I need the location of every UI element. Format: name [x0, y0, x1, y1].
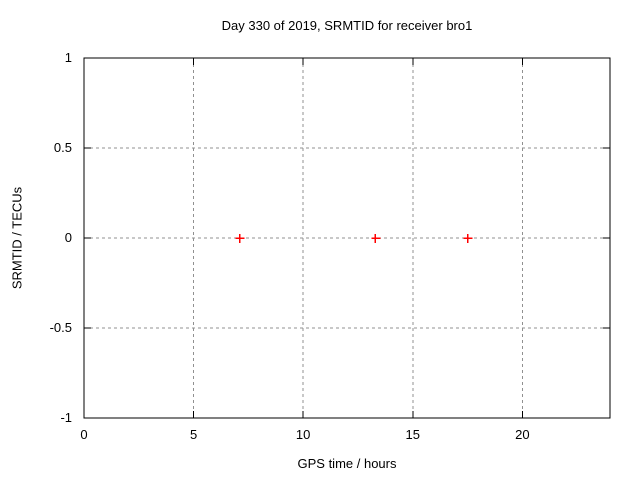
y-tick-label: -1 [60, 410, 72, 425]
plot-border [83, 57, 611, 419]
x-axis-label: GPS time / hours [297, 456, 397, 471]
y-tick-label: 0 [64, 230, 72, 245]
y-tick-label: 0.5 [53, 140, 72, 155]
x-tick-label: 10 [295, 427, 311, 442]
chart-title: Day 330 of 2019, SRMTID for receiver bro… [221, 18, 473, 33]
y-tick-label: -0.5 [49, 320, 72, 335]
x-tick-label: 5 [189, 427, 198, 442]
x-tick-label: 20 [515, 427, 530, 442]
y-tick-label: 1 [64, 50, 72, 65]
x-tick-label: 15 [405, 427, 420, 442]
x-tick-label: 0 [80, 427, 88, 442]
